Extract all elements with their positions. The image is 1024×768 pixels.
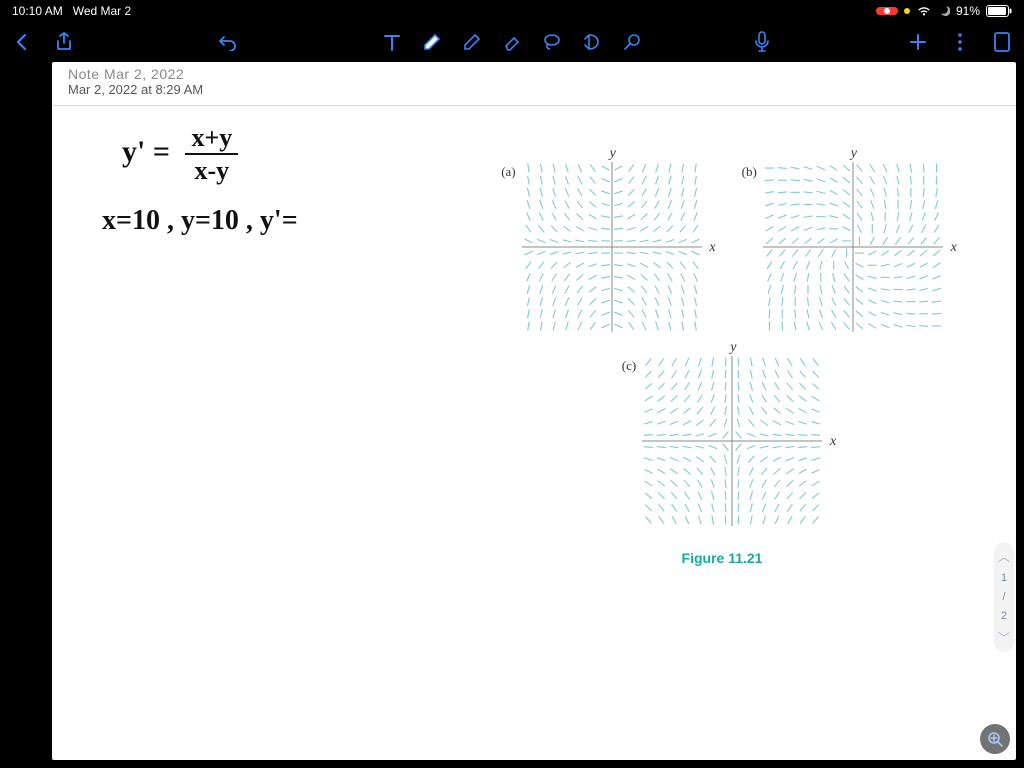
page-view-button[interactable] xyxy=(990,30,1014,54)
page-total: 2 xyxy=(1001,610,1007,622)
app-toolbar xyxy=(0,22,1024,62)
note-page[interactable]: Note Mar 2, 2022 Mar 2, 2022 at 8:29 AM … xyxy=(52,62,1016,760)
microphone-button[interactable] xyxy=(750,30,774,54)
status-bar: 10:10 AM Wed Mar 2 91% xyxy=(0,0,1024,22)
highlighter-tool-button[interactable] xyxy=(460,30,484,54)
lasso-tool-button[interactable] xyxy=(540,30,564,54)
back-button[interactable] xyxy=(10,30,34,54)
slope-field-b: yx xyxy=(763,162,943,332)
equation-lhs: y' = xyxy=(122,135,170,168)
moon-icon xyxy=(938,5,950,17)
screen-recording-indicator[interactable] xyxy=(876,7,898,15)
more-button[interactable] xyxy=(948,30,972,54)
pen-tool-button[interactable] xyxy=(420,30,444,54)
ruler-tool-button[interactable] xyxy=(620,30,644,54)
shape-tool-button[interactable] xyxy=(580,30,604,54)
equation-denominator: x-y xyxy=(185,155,238,186)
panel-label-a: (a) xyxy=(501,164,515,180)
zoom-button[interactable] xyxy=(980,724,1010,754)
eraser-tool-button[interactable] xyxy=(500,30,524,54)
equation-numerator: x+y xyxy=(185,122,238,155)
page-current: 1 xyxy=(1001,572,1007,584)
page-sep: / xyxy=(1002,591,1005,603)
note-subtitle: Mar 2, 2022 at 8:29 AM xyxy=(68,82,1000,97)
undo-button[interactable] xyxy=(214,30,238,54)
wifi-icon xyxy=(916,5,932,17)
text-tool-button[interactable] xyxy=(380,30,404,54)
share-button[interactable] xyxy=(52,30,76,54)
figure-caption: Figure 11.21 xyxy=(452,550,992,566)
figure-panel: (a) yx (b) yx (c) yx xyxy=(452,162,992,566)
status-dot-icon xyxy=(904,8,910,14)
note-header: Note Mar 2, 2022 Mar 2, 2022 at 8:29 AM xyxy=(52,62,1016,106)
add-button[interactable] xyxy=(906,30,930,54)
note-title: Note Mar 2, 2022 xyxy=(68,66,1000,82)
panel-label-c: (c) xyxy=(622,358,636,374)
status-date: Wed Mar 2 xyxy=(73,4,131,18)
panel-label-b: (b) xyxy=(742,164,757,180)
chevron-up-icon[interactable]: ︿ xyxy=(998,548,1010,565)
page-scroller[interactable]: ︿ 1 / 2 ﹀ xyxy=(994,542,1014,652)
slope-field-a: yx xyxy=(522,162,702,332)
battery-percent: 91% xyxy=(956,4,980,18)
status-time: 10:10 AM xyxy=(12,4,63,18)
slope-field-c: yx xyxy=(642,356,822,526)
equation-line2: x=10 , y=10 , y'= xyxy=(102,204,442,238)
chevron-down-icon[interactable]: ﹀ xyxy=(998,629,1010,646)
handwriting-area: y' = x+y x-y x=10 , y=10 , y'= xyxy=(82,122,442,342)
battery-icon xyxy=(986,5,1012,17)
